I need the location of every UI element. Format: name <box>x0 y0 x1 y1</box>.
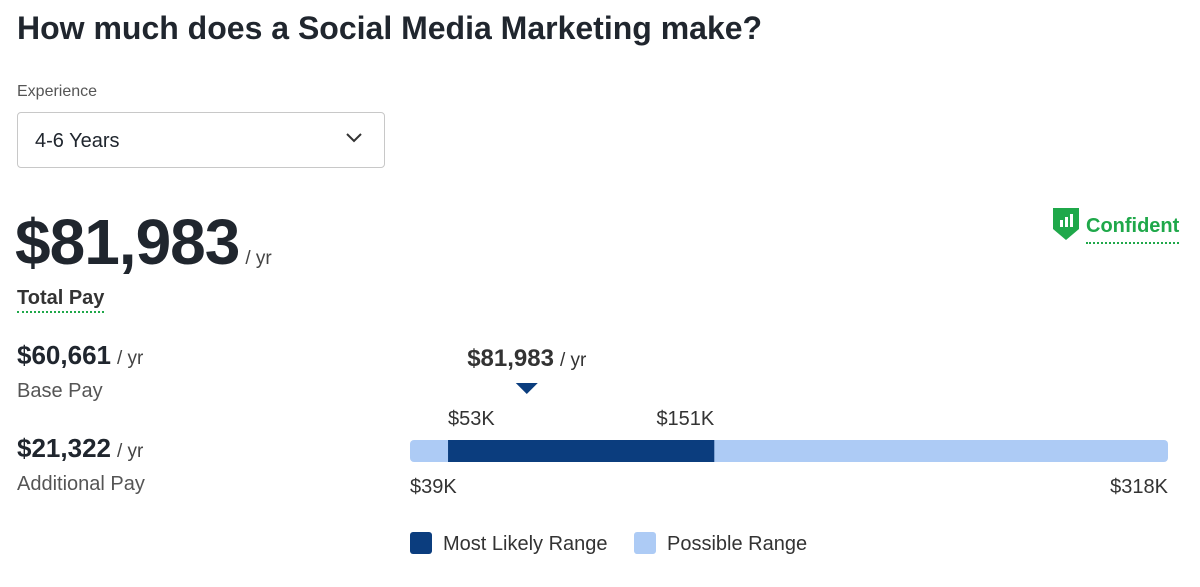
dropdown-value: 4-6 Years <box>35 130 120 152</box>
chevron <box>346 133 362 143</box>
confidence-label: Confident <box>1086 215 1180 244</box>
base-unit: / yr <box>116 348 144 369</box>
marker-label: $81,983 / yr <box>467 345 587 372</box>
page-title: How much does a Social Media Marketing m… <box>17 10 763 46</box>
base-amount: $60,661 <box>17 340 111 370</box>
base-label: Base Pay <box>17 380 103 402</box>
marker-amount: $81,983 <box>467 345 554 372</box>
total-amount: $81,983 <box>15 206 240 278</box>
base-pay: $60,661 / yr <box>17 340 143 371</box>
possible-low-label: $39K <box>410 476 457 498</box>
legend-swatch <box>410 532 432 554</box>
confidence[interactable]: Confident <box>1052 203 1180 244</box>
confidence-icon <box>1053 207 1079 240</box>
total-unit: / yr <box>245 248 272 269</box>
additional-label: Additional Pay <box>17 473 145 495</box>
additional-unit: / yr <box>116 441 144 462</box>
additional-pay: $21,322 / yr <box>17 433 143 464</box>
total-label[interactable]: Total Pay <box>17 287 105 313</box>
legend-label: Most Likely Range <box>443 533 608 555</box>
filter-label: Experience <box>17 83 98 100</box>
possible-high-label: $318K <box>1110 476 1168 498</box>
likely-high-label: $151K <box>656 408 714 430</box>
legend-swatch <box>634 532 656 554</box>
additional-amount: $21,322 <box>17 433 111 463</box>
likely-low-label: $53K <box>448 408 495 430</box>
total-pay: $81,983 / yr <box>15 205 272 279</box>
likely-range-bar <box>448 440 715 462</box>
experience-dropdown[interactable]: 4-6 Years <box>17 112 385 168</box>
marker-unit: / yr <box>560 350 587 371</box>
marker <box>515 383 538 394</box>
legend-label: Possible Range <box>667 533 807 555</box>
